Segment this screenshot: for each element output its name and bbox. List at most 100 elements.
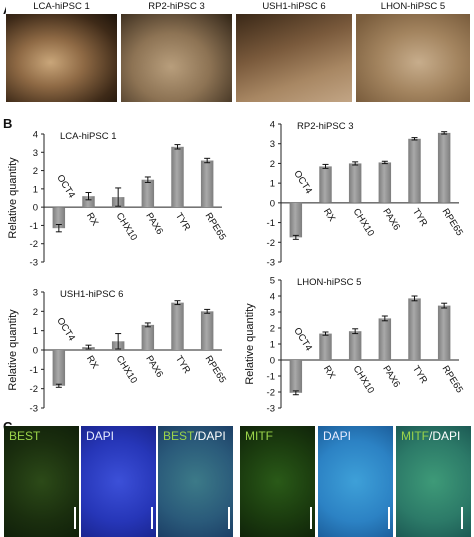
category-label: TYR: [410, 207, 429, 229]
stain-label-white: /DAPI: [194, 429, 226, 443]
y-tick-label: -1: [267, 218, 275, 229]
y-tick-label: 1: [33, 184, 38, 195]
chart-title: USH1-hiPSC 6: [60, 289, 123, 300]
category-label: OCT4: [291, 326, 314, 353]
category-label: OCT4: [54, 316, 77, 343]
photo-lca: LCA-hiPSC 1: [6, 0, 117, 102]
photo-label: USH1-hiPSC 6: [236, 0, 352, 14]
category-label: OCT4: [54, 173, 77, 200]
category-label: OCT4: [291, 169, 314, 196]
bar-tyr: [171, 146, 184, 208]
bar-tyr: [408, 298, 421, 360]
y-tick-label: -2: [267, 238, 275, 249]
bar-rx: [82, 196, 95, 208]
bar-pax6: [141, 324, 155, 350]
photo-lhon: LHON-hiPSC 5: [356, 0, 470, 102]
y-tick-label: 4: [270, 120, 275, 131]
y-tick-label: -3: [30, 258, 38, 269]
colony-image: [236, 14, 352, 102]
y-tick-label: -2: [30, 384, 38, 395]
bar-oct4: [52, 207, 66, 229]
panel-b-letter: B: [3, 116, 13, 131]
y-tick-label: 3: [270, 308, 275, 319]
scale-bar: [388, 507, 390, 529]
y-tick-label: 0: [270, 198, 275, 209]
bar-rx: [319, 333, 332, 360]
category-label: PAX6: [143, 211, 165, 237]
category-label: PAX6: [380, 364, 402, 390]
bar-chart-lhon: -3 -2 -1 0 1 2 3 4 5 Relative quantity LHON-hiPSC …: [244, 276, 465, 415]
colony-image: [121, 14, 232, 102]
photo-label: LCA-hiPSC 1: [6, 0, 117, 14]
category-label: PAX6: [380, 207, 402, 233]
category-label: RX: [84, 354, 101, 372]
scale-bar: [151, 507, 153, 529]
category-label: RPE65: [203, 354, 228, 385]
y-tick-label: 3: [33, 148, 38, 159]
y-tick-label: 1: [270, 179, 275, 190]
stain-label: MITF/DAPI: [401, 429, 460, 443]
y-tick-label: 3: [270, 139, 275, 150]
bar-rpe65: [200, 311, 214, 350]
y-tick-label: 0: [33, 346, 38, 357]
stain-label: MITF: [245, 429, 273, 443]
chart-title: LCA-hiPSC 1: [60, 131, 117, 142]
bar-chart-lca: -3 -2 -1 0 1 2 3 4 Relative quantity LCA-hiPSC 1 O…: [7, 130, 228, 269]
bar-rpe65: [200, 160, 214, 208]
category-label: RX: [321, 207, 338, 225]
stain-label-white: /DAPI: [429, 429, 461, 443]
stain-label-green: MITF: [401, 429, 429, 443]
y-tick-label: -2: [30, 239, 38, 250]
chart-title: RP2-hiPSC 3: [297, 121, 354, 132]
bar-pax6: [378, 162, 392, 203]
category-label: PAX6: [143, 354, 165, 380]
bar-chart-rp2: -3 -2 -1 0 1 2 3 4 RP2-hiPSC 3 OCT4 RX CHX10 PAX6 TYR…: [267, 120, 465, 269]
y-axis-label: Relative quantity: [7, 309, 19, 391]
bar-oct4: [289, 202, 303, 238]
y-tick-label: -3: [267, 258, 275, 269]
y-tick-label: 4: [270, 292, 275, 303]
photo-rp2: RP2-hiPSC 3: [121, 0, 232, 102]
stain-label: DAPI: [86, 429, 115, 443]
bar-chart-ush1: -3 -2 -1 0 1 2 3 Relative quantity USH1-hiPSC 6 O…: [7, 288, 228, 415]
scale-bar: [74, 507, 76, 529]
micrograph-dapi-2: DAPI: [318, 426, 393, 537]
scale-bar: [310, 507, 312, 529]
y-tick-label: -1: [30, 221, 38, 232]
y-tick-label: 2: [270, 159, 275, 170]
category-label: TYR: [410, 364, 429, 386]
y-tick-label: 0: [33, 203, 38, 214]
category-label: CHX10: [351, 364, 377, 396]
y-axis-label: Relative quantity: [7, 157, 19, 239]
y-tick-label: 3: [33, 288, 38, 299]
y-tick-label: -1: [267, 372, 275, 383]
category-label: RPE65: [203, 211, 228, 242]
bar-tyr: [408, 138, 421, 203]
category-label: TYR: [173, 211, 192, 233]
micrograph-mitf: MITF: [240, 426, 315, 537]
colony-image: [6, 14, 117, 102]
category-label: RPE65: [440, 207, 465, 238]
bar-rx: [319, 166, 332, 203]
photo-ush1: USH1-hiPSC 6: [236, 0, 352, 102]
bar-oct4: [289, 360, 303, 393]
bar-tyr: [171, 302, 184, 350]
y-tick-label: 2: [33, 307, 38, 318]
bar-chx10: [348, 163, 362, 203]
category-label: CHX10: [114, 211, 140, 243]
micrograph-dapi-1: DAPI: [81, 426, 156, 537]
y-tick-label: 1: [270, 340, 275, 351]
y-tick-label: -1: [30, 365, 38, 376]
bar-rpe65: [437, 305, 451, 360]
category-label: CHX10: [351, 207, 377, 239]
bar-oct4: [52, 350, 66, 386]
scale-bar: [461, 507, 463, 529]
colony-image: [356, 14, 470, 102]
bar-pax6: [378, 318, 392, 360]
y-tick-label: -3: [267, 404, 275, 415]
micrograph-best: BEST: [4, 426, 79, 537]
category-label: RX: [321, 364, 338, 382]
y-tick-label: 1: [33, 326, 38, 337]
category-label: CHX10: [114, 354, 140, 386]
stain-label: BEST: [9, 429, 41, 443]
